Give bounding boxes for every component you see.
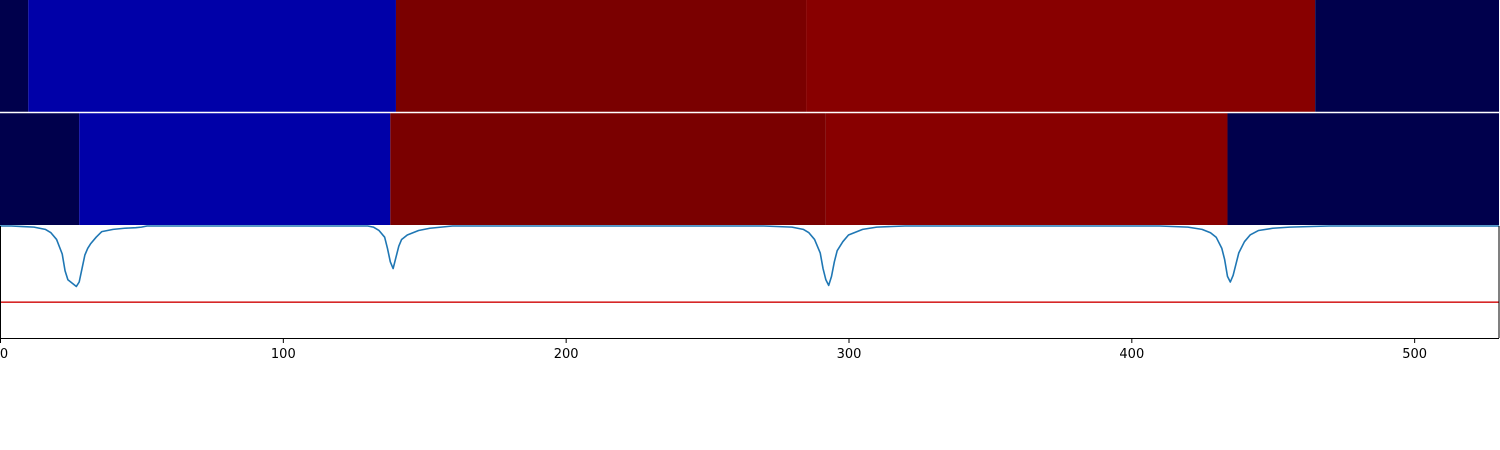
track-2-segment-4: [825, 113, 1228, 225]
track-1-segment-3: [395, 0, 807, 112]
x-tick-label-500: 500: [1402, 347, 1427, 362]
track-1-segment-4: [806, 0, 1316, 112]
track-1-segment-2: [28, 0, 396, 112]
x-tick-label-100: 100: [271, 347, 296, 362]
track-2-segment-1: [0, 113, 80, 225]
x-axis: 0 100 200 300 400 500: [0, 338, 1427, 362]
series-line: [0, 225, 1499, 288]
x-tick-label-400: 400: [1119, 347, 1144, 362]
x-tick-label-0: 0: [0, 347, 8, 362]
x-tick-label-200: 200: [554, 347, 579, 362]
line-panel: [0, 225, 1500, 339]
segment-track-2: [0, 113, 1499, 225]
track-1-segment-5: [1315, 0, 1499, 112]
track-2-segment-3: [390, 113, 826, 225]
track-1-segment-1: [0, 0, 29, 112]
track-2-segment-5: [1227, 113, 1499, 225]
track-2-segment-2: [79, 113, 391, 225]
line-panel-background: [0, 226, 1499, 338]
x-tick-label-300: 300: [837, 347, 862, 362]
segment-track-1: [0, 0, 1499, 112]
